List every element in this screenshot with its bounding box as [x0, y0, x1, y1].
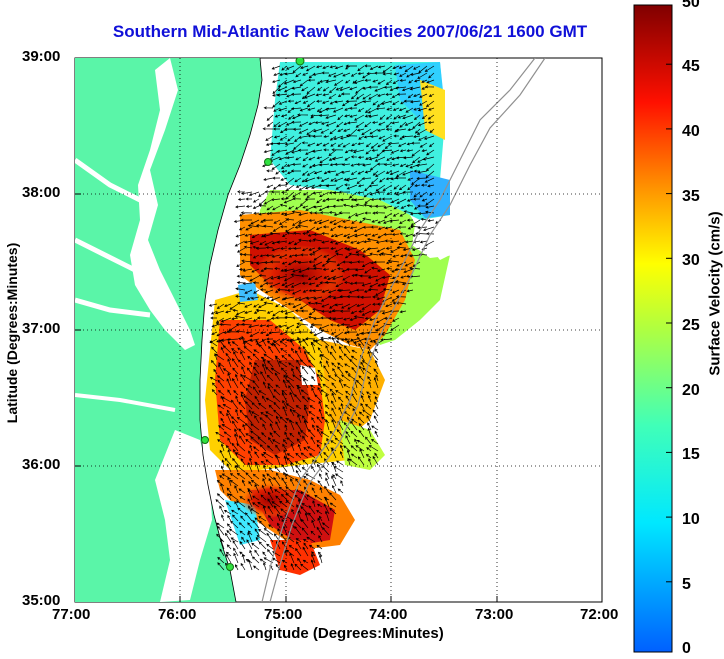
colorbar-ticks [666, 63, 672, 583]
lon-tick-label: 72:00 [580, 606, 619, 623]
colorbar-tick-label: 40 [682, 123, 700, 140]
y-axis-label: Latitude (Degrees:Minutes) [4, 242, 20, 424]
velocity-arrow-set [208, 64, 442, 571]
radar-station-marker [226, 563, 234, 571]
colorbar-tick-label: 15 [682, 446, 700, 463]
colorbar-tick-label: 20 [682, 382, 700, 399]
grid-lines [75, 58, 602, 602]
radar-stations [201, 58, 305, 571]
velocity-arrows [208, 64, 442, 571]
lon-tick-label: 74:00 [369, 606, 408, 623]
x-axis-label: Longitude (Degrees:Minutes) [236, 625, 444, 642]
river-1 [75, 157, 142, 203]
lon-tick-label: 77:00 [52, 606, 91, 623]
colorbar-tick-label: 45 [682, 58, 700, 75]
lon-tick-label: 73:00 [475, 606, 514, 623]
lon-tick-label: 76:00 [158, 606, 197, 623]
lat-tick-label: 38:00 [22, 184, 61, 201]
colorbar-tick-label: 10 [682, 511, 700, 528]
colorbar-tick-label: 0 [682, 640, 691, 657]
bay-water [130, 58, 195, 350]
colorbar-tick-label: 50 [682, 0, 700, 11]
colorbar-tick-label: 5 [682, 576, 691, 593]
radar-station-marker [264, 158, 272, 166]
river-3 [75, 297, 151, 318]
map-title: Southern Mid-Atlantic Raw Velocities 200… [112, 22, 588, 41]
river-2 [75, 237, 137, 273]
bathymetry-contours [261, 58, 546, 602]
colorbar-tick-label: 30 [682, 252, 700, 269]
lat-tick-label: 35:00 [22, 592, 61, 609]
lat-tick-label: 37:00 [22, 320, 61, 337]
lat-tick-label: 39:00 [22, 48, 61, 65]
radar-station-marker [295, 58, 305, 66]
sound-water [155, 430, 212, 602]
lon-tick-label: 75:00 [264, 606, 303, 623]
axis-ticks [75, 193, 498, 602]
river-4 [75, 393, 176, 412]
lat-tick-label: 36:00 [22, 456, 61, 473]
colorbar-tick-label: 35 [682, 188, 700, 205]
coast-line [199, 58, 263, 602]
colorbar-tick-label: 25 [682, 317, 700, 334]
colorbar [633, 4, 673, 653]
colorbar-label: Surface Velocity (cm/s) [706, 211, 724, 376]
radar-station-marker [201, 436, 209, 444]
